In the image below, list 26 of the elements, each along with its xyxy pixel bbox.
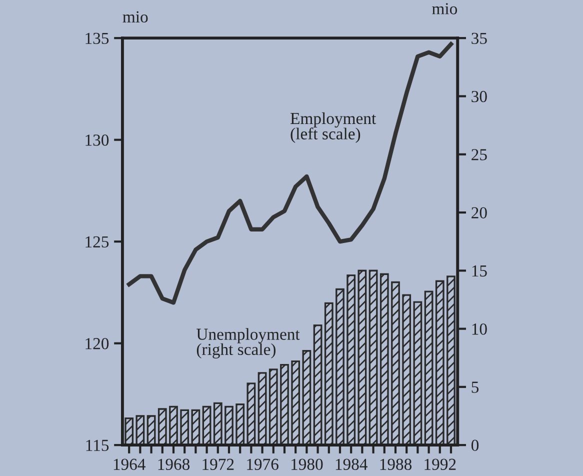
x-tick-label: 1992 bbox=[424, 458, 456, 470]
y-tick-label: 120 bbox=[86, 338, 109, 350]
series-label: Unemployment (right scale) bbox=[196, 328, 300, 358]
y2-tick-label: 35 bbox=[472, 32, 487, 44]
x-tick-label: 1976 bbox=[247, 458, 278, 470]
x-tick-label: 1972 bbox=[202, 458, 234, 470]
x-tick-label: 1964 bbox=[114, 458, 146, 470]
y2-tick-label: 20 bbox=[472, 207, 487, 218]
y2-tick-label: 5 bbox=[472, 382, 479, 393]
y2-axis-title: mio bbox=[432, 3, 458, 14]
y-tick-label: 115 bbox=[86, 440, 109, 452]
y-tick-label: 125 bbox=[86, 236, 109, 248]
y2-tick-label: 15 bbox=[472, 265, 487, 277]
x-tick-label: 1988 bbox=[380, 458, 412, 470]
x-tick-label: 1968 bbox=[158, 458, 190, 470]
series-label: Employment (left scale) bbox=[290, 112, 376, 143]
y2-tick-label: 25 bbox=[472, 149, 487, 160]
y2-tick-label: 30 bbox=[472, 90, 487, 102]
x-tick-label: 1984 bbox=[336, 458, 368, 470]
y-tick-label: 135 bbox=[86, 32, 109, 44]
line-series bbox=[127, 42, 454, 305]
x-tick-label: 1980 bbox=[291, 458, 323, 470]
y2-tick-label: 0 bbox=[471, 440, 479, 452]
y2-tick-label: 10 bbox=[472, 323, 487, 335]
y-tick-label: 130 bbox=[86, 134, 109, 146]
y-axis-title: mio bbox=[122, 11, 148, 22]
